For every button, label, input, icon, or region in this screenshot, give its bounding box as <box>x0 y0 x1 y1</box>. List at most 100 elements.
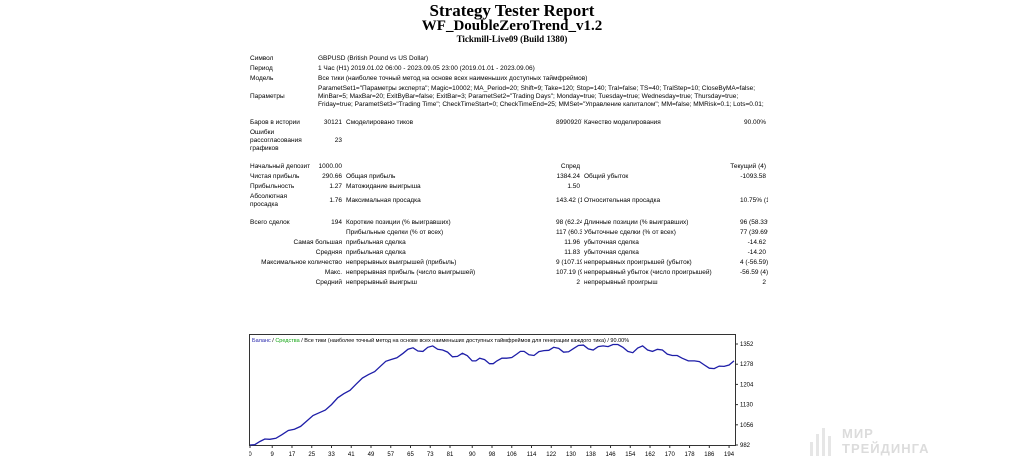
label: Убыточные сделки (% от всех) <box>584 229 676 236</box>
x-tick-label: 9 <box>271 452 275 458</box>
label: Спред <box>560 163 580 170</box>
value: 143.42 (10.75%) <box>556 197 582 204</box>
watermark-line1: МИР <box>842 426 874 441</box>
x-tick-label: 41 <box>348 452 355 458</box>
row-net: Чистая прибыль 290.66 Общая прибыль 1384… <box>248 172 768 182</box>
value: 1.27 <box>329 183 342 190</box>
legend-balance: Баланс <box>252 338 271 344</box>
value: 194 <box>331 219 342 226</box>
legend-rest: / Все тики (наиболее точный метод на осн… <box>300 337 629 344</box>
label: Самая большая <box>293 239 342 246</box>
report-title: Strategy Tester Report <box>429 1 595 20</box>
x-tick-label: 170 <box>665 452 676 458</box>
value: 1 Час (H1) 2019.01.02 06:00 - 2023.09.05… <box>318 65 535 72</box>
value: 290.66 <box>322 173 342 180</box>
value: 96 (58.33%) <box>740 219 768 226</box>
value: 98 (62.24%) <box>556 219 582 226</box>
balance-line <box>249 343 735 446</box>
value: 90.00% <box>743 119 767 126</box>
x-tick-label: 25 <box>308 452 315 458</box>
value: 11.96 <box>564 239 580 246</box>
legend-equity: Средства <box>275 338 300 344</box>
label: Средний <box>315 279 342 286</box>
label: непрерывный выигрыш <box>346 279 418 286</box>
x-tick-label: 73 <box>427 452 434 458</box>
balance-chart-svg: Баланс / Средства / Все тики (наиболее т… <box>249 334 754 458</box>
value: -14.20 <box>747 249 767 256</box>
label: Максимальное количество <box>261 259 342 266</box>
label: Баров в истории <box>250 119 300 126</box>
row-avgcons: Средний непрерывный выигрыш 2 непрерывны… <box>248 278 768 288</box>
x-tick-label: 17 <box>289 452 296 458</box>
value: 11.83 <box>564 249 580 256</box>
y-tick-label: 1056 <box>740 423 754 429</box>
label: Начальный депозит <box>250 163 311 170</box>
balance-chart: Баланс / Средства / Все тики (наиболее т… <box>249 334 764 461</box>
label: Максимальная просадка <box>346 197 421 204</box>
value: 23 <box>334 137 342 144</box>
watermark-logo-icon <box>810 428 831 456</box>
label: прибыльная сделка <box>346 239 406 246</box>
label: Чистая прибыль <box>250 173 300 180</box>
value: Все тики (наиболее точный метод на основ… <box>318 75 588 82</box>
server-build: Tickmill-Live09 (Build 1380) <box>456 34 568 44</box>
value: 4 (-56.59) <box>740 259 769 266</box>
label: убыточная сделка <box>584 239 639 246</box>
x-tick-label: 146 <box>606 452 617 458</box>
x-tick-label: 57 <box>387 452 394 458</box>
x-tick-label: 106 <box>507 452 518 458</box>
label: непрерывный проигрыш <box>584 279 658 286</box>
value: Текущий (4) <box>730 163 767 170</box>
label: Относительная просадка <box>584 197 661 204</box>
label: Макс. <box>324 269 342 276</box>
row-largest: Самая большая прибыльная сделка 11.96 уб… <box>248 238 768 248</box>
label: Смоделировано тиков <box>346 119 414 126</box>
value: -14.62 <box>747 239 767 246</box>
label: Общий убыток <box>584 173 629 180</box>
y-tick-label: 1130 <box>740 403 754 409</box>
label: убыточная сделка <box>584 249 639 256</box>
value: -56.59 (4) <box>740 269 769 276</box>
x-tick-label: 194 <box>724 452 735 458</box>
label: прибыльная сделка <box>346 249 406 256</box>
x-tick-label: 33 <box>328 452 335 458</box>
label: Период <box>250 65 273 72</box>
label: непрерывная прибыль (число выигрышей) <box>346 269 476 276</box>
value: 1.50 <box>567 183 580 190</box>
label: Всего сделок <box>250 219 290 226</box>
value: 1000.00 <box>318 163 343 170</box>
x-tick-label: 49 <box>368 452 375 458</box>
value: 2 <box>762 279 767 286</box>
chart-legend: Баланс / Средства / Все тики (наиболее т… <box>252 337 629 344</box>
value: -1093.58 <box>740 173 767 180</box>
label: Матожидание выигрыша <box>346 183 421 190</box>
row-drawdown: Абсолютная просадка 1.76 Максимальная пр… <box>248 192 768 210</box>
label: Параметры <box>250 93 285 100</box>
value: 1384.24 <box>556 173 581 180</box>
row-period: Период 1 Час (H1) 2019.01.02 06:00 - 202… <box>248 64 768 74</box>
x-tick-label: 81 <box>447 452 454 458</box>
value: 107.19 (9) <box>556 269 582 276</box>
plot-frame <box>249 334 736 446</box>
label: Длинные позиции (% выигравших) <box>584 219 689 226</box>
row-maxprofit: Макс. непрерывная прибыль (число выигрыш… <box>248 268 768 278</box>
x-tick-label: 138 <box>586 452 597 458</box>
row-errors: Ошибки рассогласования графиков 23 <box>248 128 768 154</box>
row-symbol: Символ GBPUSD (British Pound vs US Dolla… <box>248 54 768 64</box>
value: 9 (107.19) <box>556 259 582 266</box>
x-tick-label: 178 <box>685 452 696 458</box>
label: Ошибки рассогласования графиков <box>250 129 302 152</box>
value: 10.75% (143.42) <box>740 197 769 204</box>
x-tick-label: 114 <box>527 452 537 458</box>
value: 117 (60.31%) <box>556 229 582 236</box>
label: Прибыльность <box>250 183 295 190</box>
label: Короткие позиции (% выигравших) <box>346 219 451 226</box>
label: Качество моделирования <box>584 119 661 126</box>
x-tick-label: 130 <box>566 452 577 458</box>
label: Абсолютная просадка <box>250 193 288 208</box>
y-tick-label: 1204 <box>740 382 754 388</box>
report-table: Символ GBPUSD (British Pound vs US Dolla… <box>248 54 768 288</box>
value: 77 (39.69%) <box>740 229 768 236</box>
value: 30121 <box>323 119 342 126</box>
y-tick-label: 982 <box>740 443 751 449</box>
